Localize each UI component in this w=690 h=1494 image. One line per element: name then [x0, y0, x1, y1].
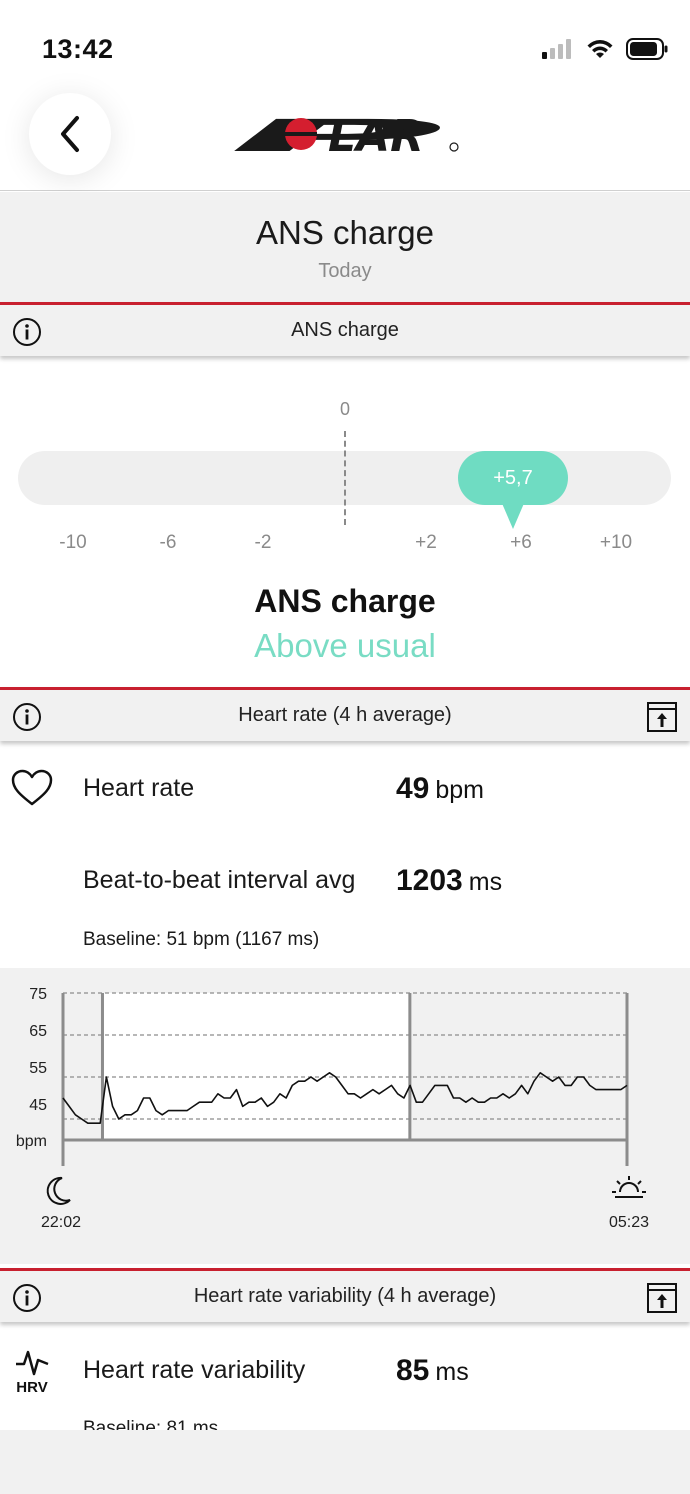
y-tick-label: 55: [29, 1060, 47, 1077]
hrv-value: 85 ms: [396, 1354, 469, 1387]
ans-tick: -2: [254, 532, 272, 553]
info-icon[interactable]: [12, 702, 42, 732]
heart-rate-chart-svg: 75 65 55 45 bpm 22:02 05:23: [16, 986, 649, 1231]
ans-tick: +6: [510, 532, 532, 553]
moon-icon: [46, 1176, 71, 1205]
hrv-section-title: Heart rate variability (4 h average): [193, 1285, 497, 1307]
chart-axes: [61, 993, 629, 1166]
ibi-label: Beat-to-beat interval avg: [83, 866, 356, 894]
hrv-label: Heart rate variability: [83, 1356, 306, 1384]
ibi-row: Beat-to-beat interval avg 1203 ms: [0, 852, 690, 912]
heart-rate-chart: 75 65 55 45 bpm 22:02 05:23: [0, 968, 690, 1264]
export-icon[interactable]: [646, 701, 678, 733]
ans-scale: 0 +5,7 -10 -6 -2 +2 +6 +10: [0, 395, 690, 565]
status-bar: 13:42: [0, 0, 690, 95]
sunrise-icon: [612, 1176, 646, 1198]
polar-logo: P LAR: [228, 115, 459, 155]
heart-rate-series-line: [62, 1072, 628, 1124]
ans-result-status: Above usual: [254, 627, 436, 664]
y-axis-label: bpm: [16, 1133, 47, 1150]
back-button[interactable]: [29, 93, 111, 175]
status-time: 13:42: [42, 34, 114, 64]
page-subtitle: Today: [318, 260, 372, 282]
y-tick-label: 75: [29, 986, 47, 1003]
heart-rate-baseline: Baseline: 51 bpm (1167 ms): [83, 929, 320, 950]
chevron-left-icon: [61, 116, 79, 152]
hrv-section-bar: Heart rate variability (4 h average): [0, 1268, 690, 1322]
wifi-icon: [587, 40, 613, 58]
page-title-block: ANS charge Today: [0, 192, 690, 302]
y-tick-label: 45: [29, 1097, 47, 1114]
bottom-panel: [0, 1430, 690, 1494]
ans-tick: -10: [59, 532, 87, 553]
ans-zero-label: 0: [339, 399, 350, 419]
ans-tick: +2: [415, 532, 437, 553]
heart-rate-unit: bpm: [435, 776, 485, 804]
ans-bubble-tail: [501, 501, 525, 529]
x-start-label: 22:02: [41, 1214, 81, 1231]
hrv-unit: ms: [435, 1358, 469, 1386]
heart-icon: [11, 769, 53, 806]
chart-y-labels: 75 65 55 45 bpm: [16, 986, 47, 1150]
svg-text:LAR: LAR: [328, 115, 424, 155]
hrv-row: HRV Heart rate variability 85 ms: [0, 1342, 690, 1402]
ans-tick: -6: [159, 532, 177, 553]
page-title: ANS charge: [256, 214, 434, 251]
info-icon[interactable]: [12, 317, 42, 347]
battery-icon: [626, 38, 668, 60]
ans-section-bar: ANS charge: [0, 302, 690, 356]
export-icon[interactable]: [646, 1282, 678, 1314]
info-icon[interactable]: [12, 1283, 42, 1313]
cellular-signal-icon: [542, 39, 571, 59]
hrv-icon: HRV: [16, 1350, 49, 1394]
heart-rate-row: Heart rate 49 bpm: [0, 760, 690, 820]
heart-rate-section-title: Heart rate (4 h average): [238, 704, 452, 726]
y-tick-label: 65: [29, 1023, 47, 1040]
ans-tick: +10: [599, 532, 633, 553]
ans-result-title: ANS charge: [254, 583, 436, 619]
chart-highlight-range: [102, 993, 410, 1140]
app-header: P LAR: [0, 93, 690, 191]
x-end-label: 05:23: [609, 1214, 649, 1231]
ibi-value: 1203 ms: [396, 864, 503, 897]
heart-rate-value: 49 bpm: [396, 772, 485, 805]
svg-text:P: P: [228, 115, 444, 155]
heart-rate-section-bar: Heart rate (4 h average): [0, 687, 690, 741]
ibi-unit: ms: [468, 868, 503, 896]
heart-rate-label: Heart rate: [83, 774, 195, 802]
ans-section-title: ANS charge: [291, 319, 399, 341]
ans-zero-line: [344, 431, 346, 525]
hrv-icon-text: HRV: [16, 1379, 47, 1394]
ans-value-bubble: +5,7: [458, 451, 568, 505]
chart-grid: [63, 992, 627, 1120]
status-icons: [542, 38, 668, 60]
